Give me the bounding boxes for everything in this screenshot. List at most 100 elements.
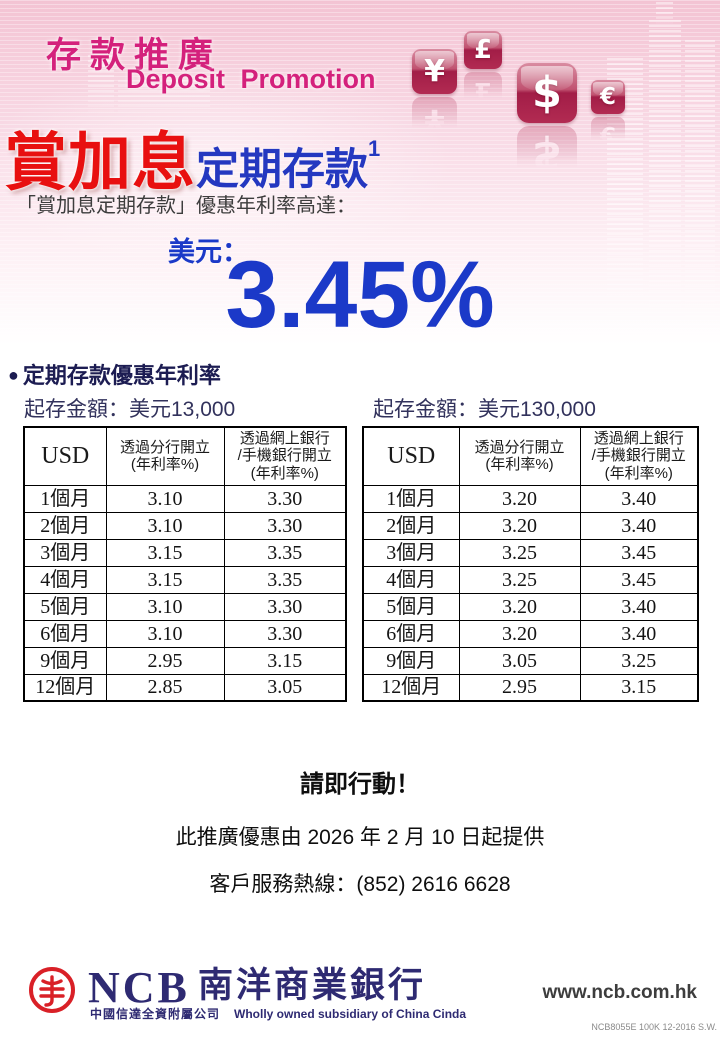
tenor-cell: 4個月 [23, 565, 107, 594]
currency-column-header: USD [23, 426, 107, 486]
tenor-cell: 4個月 [362, 565, 460, 594]
cta-availability-text: 此推廣優惠由 2026 年 2 月 10 日起提供 [175, 826, 545, 849]
rate-cell: 3.20 [458, 484, 581, 513]
subsidiary-line: 中國信達全資附屬公司 Wholly owned subsidiary of Chi… [90, 1005, 466, 1022]
cta-hotline-text: 客戶服務熱線：(852) 2616 6628 [209, 873, 511, 896]
rate-row: 5個月 3.10 3.30 [23, 592, 347, 621]
euro-symbol: € [599, 84, 616, 110]
rate-cell: 3.45 [579, 565, 699, 594]
headline-product-name: 賞加息 [4, 128, 196, 198]
promo-title-en: Deposit Promotion [126, 64, 376, 94]
headline-footnote-marker: 1 [368, 136, 381, 161]
yen-reflection: ¥ [412, 97, 457, 142]
rate-cell: 3.30 [223, 484, 347, 513]
euro-badge: € € [591, 80, 625, 151]
tenor-cell: 9個月 [23, 646, 107, 675]
website-link[interactable]: www.ncb.com.hk [542, 982, 698, 1003]
cta-block: 請即行動！ 此推廣優惠由 2026 年 2 月 10 日起提供 客戶服務熱線：(… [0, 764, 720, 898]
rate-cell: 3.35 [223, 538, 347, 567]
tenor-cell: 1個月 [23, 484, 107, 513]
rate-cell: 3.15 [105, 565, 225, 594]
rate-row: 6個月 3.10 3.30 [23, 619, 347, 648]
tenor-cell: 5個月 [23, 592, 107, 621]
tenor-cell: 12個月 [23, 673, 107, 702]
product-headline: 賞加息定期存款1 [4, 112, 380, 203]
hero-background [0, 0, 720, 345]
rate-row: 2個月 3.10 3.30 [23, 511, 347, 540]
rate-cell: 2.85 [105, 673, 225, 702]
rate-cell: 3.30 [223, 619, 347, 648]
rate-row: 12個月 2.95 3.15 [362, 673, 699, 702]
tenor-cell: 9個月 [362, 646, 460, 675]
rate-cell: 2.95 [105, 646, 225, 675]
euro-reflection: € [591, 117, 625, 151]
channel-column-header: 透過網上銀行 /手機銀行開立 (年利率%) [579, 426, 699, 486]
rate-row: 12個月 2.85 3.05 [23, 673, 347, 702]
rate-cell: 3.25 [579, 646, 699, 675]
rate-cell: 3.15 [105, 538, 225, 567]
rate-cell: 3.15 [223, 646, 347, 675]
channel-column-header: 透過分行開立 (年利率%) [105, 426, 225, 486]
rate-cell: 3.10 [105, 511, 225, 540]
rate-cell: 3.20 [458, 511, 581, 540]
pound-reflection: £ [464, 72, 502, 110]
rate-cell: 3.30 [223, 511, 347, 540]
currency-column-header: USD [362, 426, 460, 486]
euro-icon: € [591, 80, 625, 114]
rate-cell: 3.15 [579, 673, 699, 702]
tenor-cell: 2個月 [362, 511, 460, 540]
pound-symbol: £ [473, 35, 493, 65]
pound-badge: £ £ [464, 31, 502, 110]
headline-product-type: 定期存款 [196, 146, 368, 194]
rate-cell: 3.40 [579, 484, 699, 513]
dollar-symbol: $ [532, 68, 562, 118]
headline-rate: 3.45% [225, 242, 495, 348]
cta-action-text: 請即行動！ [300, 771, 420, 798]
currency-label: 美元： [168, 237, 249, 267]
rate-cell: 3.10 [105, 619, 225, 648]
rate-row: 6個月 3.20 3.40 [362, 619, 699, 648]
rate-cell: 3.05 [223, 673, 347, 702]
table-header-row: USD 透過分行開立 (年利率%) 透過網上銀行 /手機銀行開立 (年利率%) [362, 426, 699, 486]
tenor-cell: 6個月 [23, 619, 107, 648]
pound-icon: £ [464, 31, 502, 69]
rate-row: 9個月 2.95 3.15 [23, 646, 347, 675]
bullet-icon: ● [8, 365, 19, 385]
table-header-row: USD 透過分行開立 (年利率%) 透過網上銀行 /手機銀行開立 (年利率%) [23, 426, 347, 486]
rate-row: 1個月 3.10 3.30 [23, 484, 347, 513]
subsidiary-en: Wholly owned subsidiary of China Cinda [234, 1007, 467, 1021]
bank-abbr: NCB [88, 963, 190, 1012]
rate-row: 4個月 3.15 3.35 [23, 565, 347, 594]
rate-cell: 3.45 [579, 538, 699, 567]
yen-icon: ¥ [412, 49, 457, 94]
dollar-icon: $ [517, 63, 577, 123]
rates-table-usd-13000: USD 透過分行開立 (年利率%) 透過網上銀行 /手機銀行開立 (年利率%) 1個… [23, 426, 347, 702]
ncb-seal-icon [29, 967, 75, 1013]
tenor-cell: 6個月 [362, 619, 460, 648]
dollar-reflection: $ [517, 126, 577, 186]
rate-row: 3個月 3.25 3.45 [362, 538, 699, 567]
rate-cell: 3.25 [458, 565, 581, 594]
channel-column-header: 透過網上銀行 /手機銀行開立 (年利率%) [223, 426, 347, 486]
print-code: NCB8055E 100K 12-2016 S.W. [591, 1022, 717, 1032]
tenor-cell: 12個月 [362, 673, 460, 702]
rate-row: 9個月 3.05 3.25 [362, 646, 699, 675]
tenor-cell: 1個月 [362, 484, 460, 513]
rate-cell: 3.20 [458, 592, 581, 621]
rate-row: 5個月 3.20 3.40 [362, 592, 699, 621]
rate-row: 3個月 3.15 3.35 [23, 538, 347, 567]
tenor-cell: 5個月 [362, 592, 460, 621]
rate-row: 4個月 3.25 3.45 [362, 565, 699, 594]
rate-cell: 2.95 [458, 673, 581, 702]
rates-section-heading: ● 定期存款優惠年利率 [8, 358, 221, 390]
promo-title-zh: 存款推廣 [46, 36, 223, 75]
min-deposit-caption-130000: 起存金額：美元130,000 [373, 398, 596, 421]
rate-cell: 3.30 [223, 592, 347, 621]
yen-badge: ¥ ¥ [412, 49, 457, 142]
rate-cell: 3.40 [579, 511, 699, 540]
min-deposit-caption-13000: 起存金額：美元13,000 [24, 398, 236, 421]
dollar-badge: $ $ [517, 63, 577, 186]
promo-subline: 「賞加息定期存款」優惠年利率高達： [16, 195, 356, 217]
rate-cell: 3.10 [105, 484, 225, 513]
